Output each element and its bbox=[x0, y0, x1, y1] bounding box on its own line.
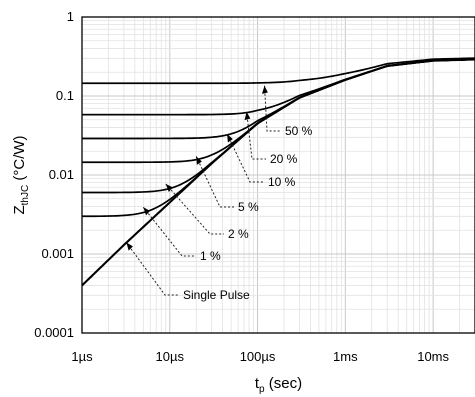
curves bbox=[81, 57, 475, 287]
leader-arrowhead bbox=[261, 85, 268, 94]
tick-labels: 1µs 10µs 100µs 1ms 10ms 1 0.1 0.01 0.001 0.0001 bbox=[34, 9, 449, 364]
x-axis-title: tp (sec) bbox=[255, 375, 302, 395]
leader-arrowhead bbox=[143, 207, 151, 216]
leader-arrowhead bbox=[196, 156, 202, 165]
series-line bbox=[82, 58, 475, 164]
x-tick-label: 1ms bbox=[333, 349, 358, 364]
series-line bbox=[82, 58, 475, 140]
y-tick-label: 0.01 bbox=[49, 167, 74, 182]
annotation-label: 50 % bbox=[285, 124, 313, 138]
annotation-label: 10 % bbox=[268, 175, 296, 189]
leader-arrowhead bbox=[165, 183, 173, 192]
y-axis-title: ZthJC (°C/W) bbox=[11, 135, 31, 214]
leader-line bbox=[195, 156, 234, 208]
y-axis-title-unit: (°C/W) bbox=[11, 135, 28, 184]
leader-line bbox=[142, 206, 196, 257]
x-tick-label: 10µs bbox=[156, 349, 185, 364]
leader-arrowhead bbox=[244, 111, 251, 121]
leader-arrowhead bbox=[227, 134, 233, 143]
y-axis-title-main: Z bbox=[11, 205, 28, 214]
series-line bbox=[82, 57, 475, 85]
annotation-label: 20 % bbox=[270, 152, 298, 166]
annotation-label: Single Pulse bbox=[183, 288, 250, 302]
y-tick-label: 0.001 bbox=[41, 246, 74, 261]
series-line bbox=[82, 58, 475, 194]
plot-frame bbox=[81, 16, 475, 334]
series-line bbox=[81, 58, 475, 287]
series-line bbox=[82, 58, 475, 116]
leader-line bbox=[125, 242, 179, 296]
y-tick-label: 0.0001 bbox=[34, 325, 74, 340]
y-axis-title-sub: thJC bbox=[20, 185, 31, 206]
x-axis-title-unit: (sec) bbox=[265, 375, 303, 392]
leader-line bbox=[264, 85, 281, 132]
x-axis-title-main: t bbox=[255, 375, 260, 392]
annotation-label: 2 % bbox=[228, 227, 249, 241]
x-axis-title-sub: p bbox=[259, 384, 265, 395]
x-tick-label: 10ms bbox=[417, 349, 449, 364]
leader-arrowhead bbox=[126, 242, 133, 251]
leader-line bbox=[246, 111, 266, 160]
leader-line bbox=[165, 183, 224, 235]
x-tick-label: 1µs bbox=[71, 349, 93, 364]
y-tick-label: 1 bbox=[67, 9, 74, 24]
annotation-label: 1 % bbox=[200, 249, 221, 263]
annotation-label: 5 % bbox=[238, 200, 259, 214]
annotations: 50 % 20 % 10 % 5 % 2 % 1 % Single Pulse bbox=[125, 85, 313, 302]
y-tick-label: 0.1 bbox=[56, 88, 74, 103]
x-tick-label: 100µs bbox=[240, 349, 276, 364]
leader-line bbox=[226, 133, 264, 183]
